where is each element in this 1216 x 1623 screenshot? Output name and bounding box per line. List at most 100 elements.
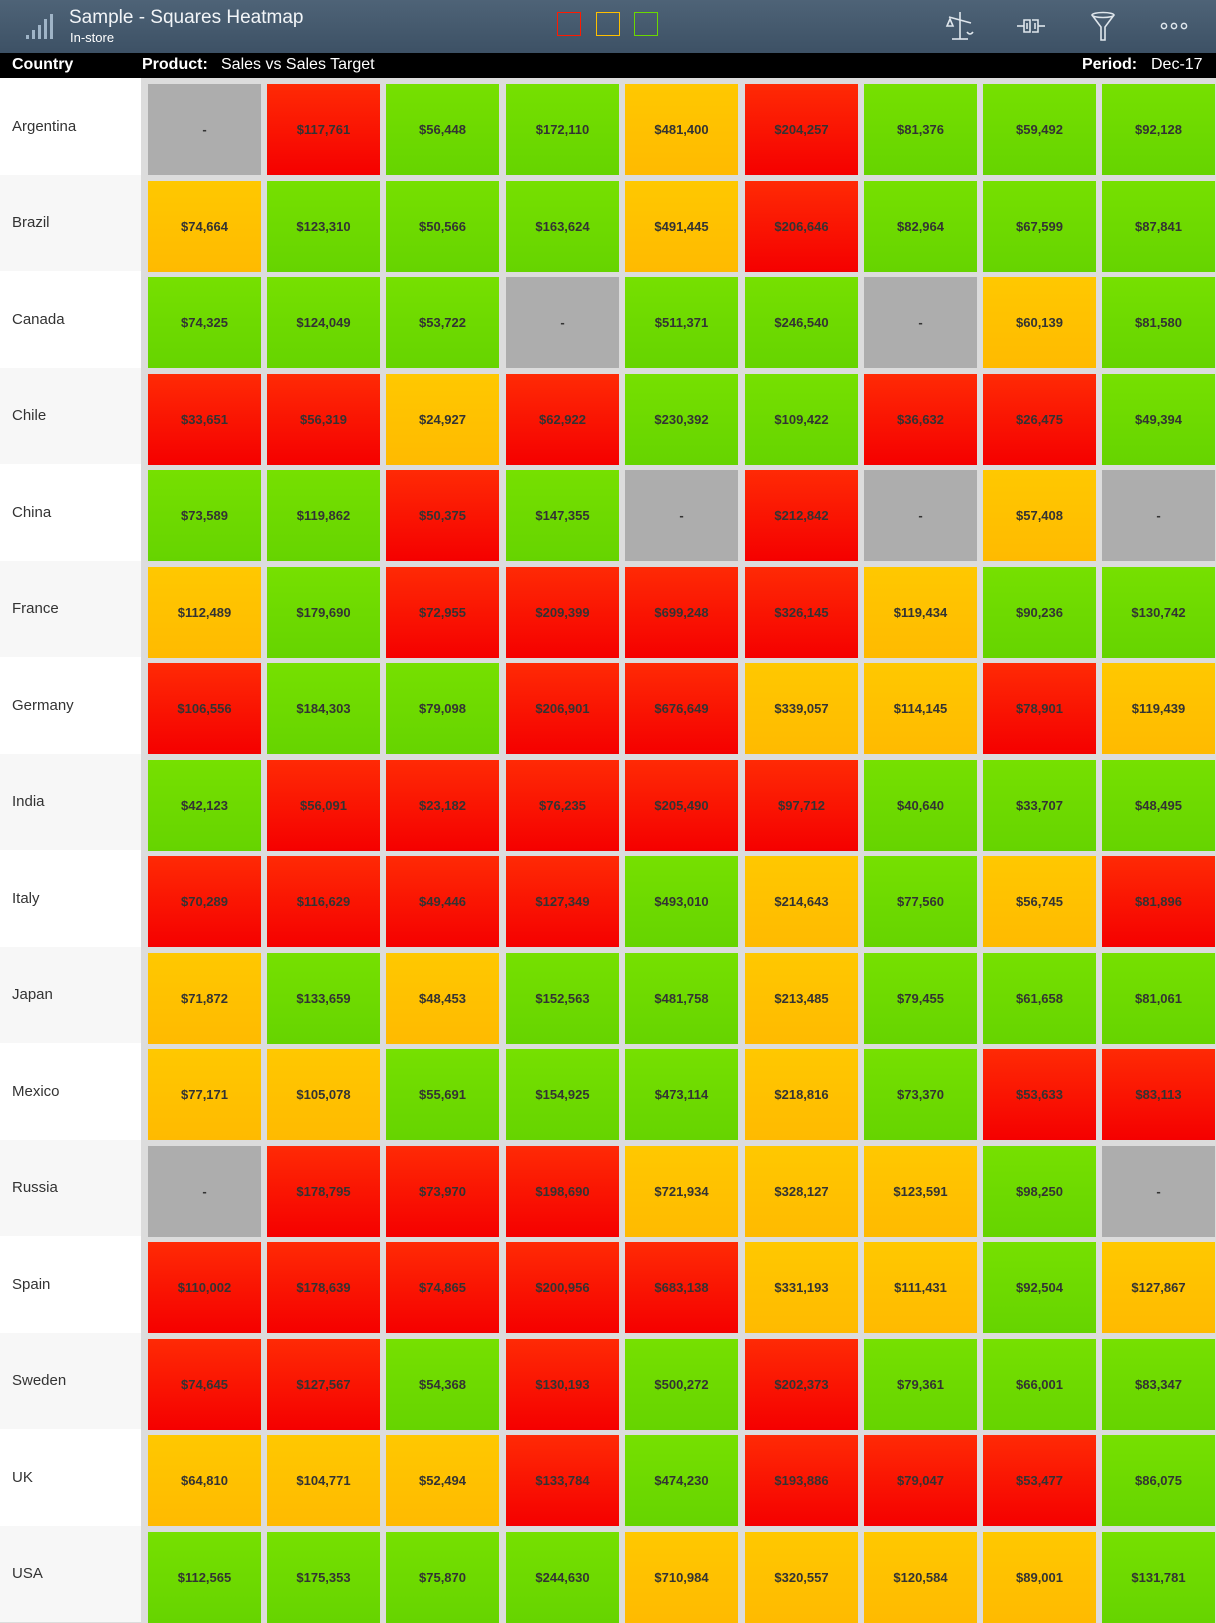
heatmap-cell[interactable]: $320,557 bbox=[745, 1531, 858, 1623]
heatmap-cell[interactable]: $48,453 bbox=[386, 952, 499, 1044]
heatmap-cell[interactable]: $206,901 bbox=[506, 663, 619, 754]
heatmap-cell[interactable]: $111,431 bbox=[864, 1242, 977, 1333]
heatmap-cell[interactable]: $511,371 bbox=[625, 277, 738, 368]
heatmap-cell[interactable]: $124,049 bbox=[267, 277, 380, 368]
balance-scale-icon[interactable] bbox=[942, 8, 978, 44]
heatmap-cell[interactable]: $75,870 bbox=[386, 1531, 499, 1623]
heatmap-cell[interactable]: $204,257 bbox=[745, 84, 858, 175]
heatmap-cell[interactable]: $73,370 bbox=[864, 1049, 977, 1140]
heatmap-cell[interactable]: $74,664 bbox=[148, 180, 261, 272]
heatmap-cell[interactable]: $98,250 bbox=[983, 1145, 1096, 1237]
heatmap-cell[interactable]: - bbox=[625, 470, 738, 561]
country-label[interactable]: Canada bbox=[0, 271, 141, 368]
heatmap-cell[interactable]: $53,633 bbox=[983, 1049, 1096, 1140]
heatmap-cell[interactable]: $36,632 bbox=[864, 373, 977, 465]
heatmap-cell[interactable]: $62,922 bbox=[506, 373, 619, 465]
country-label[interactable]: India bbox=[0, 753, 141, 850]
heatmap-cell[interactable]: $82,964 bbox=[864, 180, 977, 272]
heatmap-cell[interactable]: $721,934 bbox=[625, 1145, 738, 1237]
heatmap-cell[interactable]: $71,872 bbox=[148, 952, 261, 1044]
heatmap-cell[interactable]: $147,355 bbox=[506, 470, 619, 561]
heatmap-cell[interactable]: $97,712 bbox=[745, 759, 858, 851]
heatmap-cell[interactable]: $493,010 bbox=[625, 856, 738, 947]
heatmap-cell[interactable]: $42,123 bbox=[148, 759, 261, 851]
country-label[interactable]: Chile bbox=[0, 367, 141, 464]
heatmap-cell[interactable]: $76,235 bbox=[506, 759, 619, 851]
heatmap-cell[interactable]: $56,319 bbox=[267, 373, 380, 465]
heatmap-cell[interactable]: $133,784 bbox=[506, 1435, 619, 1526]
heatmap-cell[interactable]: $175,353 bbox=[267, 1531, 380, 1623]
heatmap-cell[interactable]: $119,434 bbox=[864, 566, 977, 658]
heatmap-cell[interactable]: $50,566 bbox=[386, 180, 499, 272]
heatmap-cell[interactable]: $73,970 bbox=[386, 1145, 499, 1237]
heatmap-cell[interactable]: $83,113 bbox=[1102, 1049, 1215, 1140]
heatmap-cell[interactable]: $491,445 bbox=[625, 180, 738, 272]
heatmap-cell[interactable]: $172,110 bbox=[506, 84, 619, 175]
heatmap-cell[interactable]: $77,171 bbox=[148, 1049, 261, 1140]
heatmap-cell[interactable]: $106,556 bbox=[148, 663, 261, 754]
heatmap-cell[interactable]: $64,810 bbox=[148, 1435, 261, 1526]
heatmap-cell[interactable]: $92,504 bbox=[983, 1242, 1096, 1333]
heatmap-cell[interactable]: $67,599 bbox=[983, 180, 1096, 272]
heatmap-cell[interactable]: $74,645 bbox=[148, 1338, 261, 1430]
heatmap-cell[interactable]: $326,145 bbox=[745, 566, 858, 658]
country-label[interactable]: Italy bbox=[0, 850, 141, 947]
heatmap-cell[interactable]: $74,325 bbox=[148, 277, 261, 368]
country-label[interactable]: Argentina bbox=[0, 78, 141, 175]
heatmap-cell[interactable]: - bbox=[864, 277, 977, 368]
country-label[interactable]: China bbox=[0, 464, 141, 561]
heatmap-cell[interactable]: $60,139 bbox=[983, 277, 1096, 368]
heatmap-cell[interactable]: $116,629 bbox=[267, 856, 380, 947]
heatmap-cell[interactable]: $127,867 bbox=[1102, 1242, 1215, 1333]
heatmap-cell[interactable]: - bbox=[1102, 470, 1215, 561]
heatmap-cell[interactable]: $79,361 bbox=[864, 1338, 977, 1430]
filter-icon[interactable] bbox=[1085, 8, 1121, 44]
heatmap-cell[interactable]: $70,289 bbox=[148, 856, 261, 947]
heatmap-cell[interactable]: $110,002 bbox=[148, 1242, 261, 1333]
heatmap-cell[interactable]: $112,489 bbox=[148, 566, 261, 658]
heatmap-cell[interactable]: $109,422 bbox=[745, 373, 858, 465]
heatmap-cell[interactable]: $130,193 bbox=[506, 1338, 619, 1430]
heatmap-cell[interactable]: $114,145 bbox=[864, 663, 977, 754]
heatmap-cell[interactable]: $33,651 bbox=[148, 373, 261, 465]
heatmap-cell[interactable]: $90,236 bbox=[983, 566, 1096, 658]
heatmap-cell[interactable]: $79,098 bbox=[386, 663, 499, 754]
bar-chart-icon[interactable] bbox=[24, 11, 58, 43]
heatmap-cell[interactable]: $213,485 bbox=[745, 952, 858, 1044]
heatmap-cell[interactable]: $52,494 bbox=[386, 1435, 499, 1526]
country-label[interactable]: Brazil bbox=[0, 174, 141, 271]
heatmap-cell[interactable]: $179,690 bbox=[267, 566, 380, 658]
heatmap-cell[interactable]: $339,057 bbox=[745, 663, 858, 754]
heatmap-cell[interactable]: - bbox=[148, 84, 261, 175]
country-label[interactable]: Japan bbox=[0, 946, 141, 1043]
heatmap-cell[interactable]: $53,477 bbox=[983, 1435, 1096, 1526]
legend-green-swatch[interactable] bbox=[634, 12, 658, 36]
heatmap-cell[interactable]: $676,649 bbox=[625, 663, 738, 754]
heatmap-cell[interactable]: $205,490 bbox=[625, 759, 738, 851]
heatmap-cell[interactable]: $55,691 bbox=[386, 1049, 499, 1140]
heatmap-cell[interactable]: $49,446 bbox=[386, 856, 499, 947]
heatmap-cell[interactable]: $178,795 bbox=[267, 1145, 380, 1237]
country-label[interactable]: Mexico bbox=[0, 1043, 141, 1140]
heatmap-cell[interactable]: $120,584 bbox=[864, 1531, 977, 1623]
heatmap-cell[interactable]: $105,078 bbox=[267, 1049, 380, 1140]
heatmap-cell[interactable]: $40,640 bbox=[864, 759, 977, 851]
legend-red-swatch[interactable] bbox=[557, 12, 581, 36]
heatmap-cell[interactable]: $54,368 bbox=[386, 1338, 499, 1430]
heatmap-cell[interactable]: $218,816 bbox=[745, 1049, 858, 1140]
heatmap-cell[interactable]: $474,230 bbox=[625, 1435, 738, 1526]
country-column-header[interactable]: Country bbox=[12, 56, 74, 73]
heatmap-cell[interactable]: $87,841 bbox=[1102, 180, 1215, 272]
heatmap-cell[interactable]: $209,399 bbox=[506, 566, 619, 658]
country-label[interactable]: Russia bbox=[0, 1139, 141, 1236]
heatmap-cell[interactable]: $119,862 bbox=[267, 470, 380, 561]
heatmap-cell[interactable]: $81,061 bbox=[1102, 952, 1215, 1044]
more-icon[interactable] bbox=[1156, 8, 1192, 44]
heatmap-cell[interactable]: $178,639 bbox=[267, 1242, 380, 1333]
heatmap-cell[interactable]: $328,127 bbox=[745, 1145, 858, 1237]
heatmap-cell[interactable]: $81,896 bbox=[1102, 856, 1215, 947]
heatmap-cell[interactable]: $152,563 bbox=[506, 952, 619, 1044]
heatmap-cell[interactable]: - bbox=[1102, 1145, 1215, 1237]
heatmap-cell[interactable]: $33,707 bbox=[983, 759, 1096, 851]
country-label[interactable]: Spain bbox=[0, 1236, 141, 1333]
